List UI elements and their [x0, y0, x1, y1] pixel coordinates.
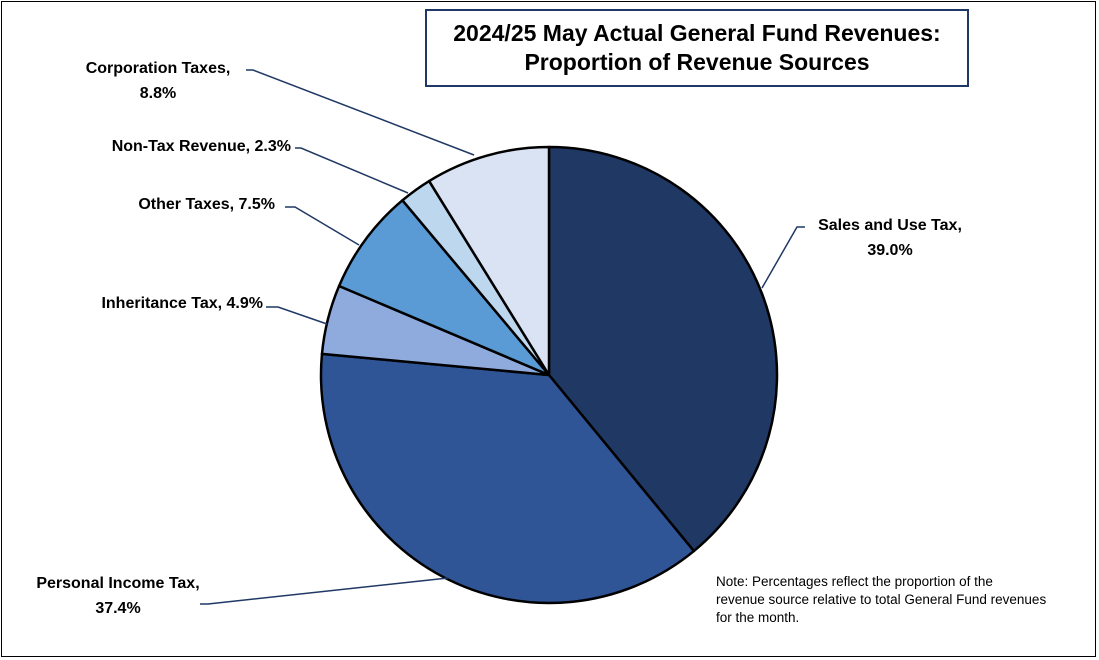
note-line: for the month. — [716, 610, 800, 625]
note-line: revenue source relative to total General… — [716, 592, 1047, 607]
note-line: Note: Percentages reflect the proportion… — [716, 574, 993, 589]
leader-line — [246, 69, 475, 156]
chart-title-box: 2024/25 May Actual General Fund Revenues… — [425, 9, 969, 87]
leader-line — [761, 226, 805, 289]
pie-slice-personal-income-tax — [319, 352, 696, 605]
leader-lines — [200, 69, 805, 605]
slice-label: Corporation Taxes, — [86, 60, 231, 77]
slice-label: 37.4% — [95, 600, 140, 617]
chart-note: Note: Percentages reflect the proportion… — [716, 573, 1086, 627]
slice-label: Inheritance Tax, 4.9% — [101, 295, 263, 312]
slice-label: Sales and Use Tax, — [818, 217, 962, 234]
chart-subtitle: Proportion of Revenue Sources — [524, 49, 870, 75]
slice-label: Personal Income Tax, — [36, 575, 199, 592]
slice-label: Other Taxes, 7.5% — [138, 196, 275, 213]
slice-label: 8.8% — [140, 85, 176, 102]
slice-labels: Sales and Use Tax, 39.0% Personal Income T… — [36, 60, 962, 617]
pie-slices — [319, 145, 779, 605]
chart-title: 2024/25 May Actual General Fund Revenues… — [453, 20, 941, 46]
leader-line — [285, 206, 360, 246]
slice-label: Non-Tax Revenue, 2.3% — [112, 138, 291, 155]
pie-slice-other-taxes — [337, 199, 551, 377]
leader-line — [266, 306, 328, 325]
leader-line — [295, 147, 409, 194]
slice-label: 39.0% — [867, 242, 912, 259]
leader-line — [200, 577, 449, 605]
pie-slice-corporation-taxes — [427, 145, 551, 377]
pie-slice-sales-and-use-tax — [547, 145, 779, 553]
